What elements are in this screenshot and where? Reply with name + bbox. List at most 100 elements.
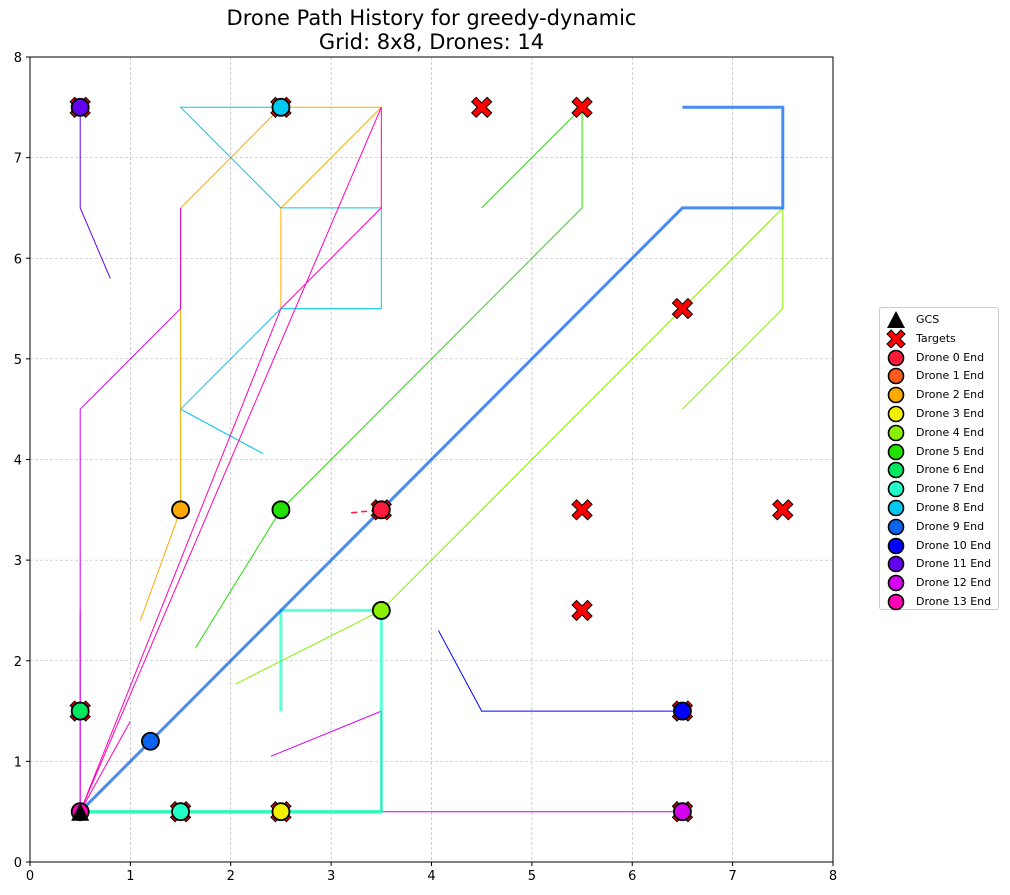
drone-legend-icon [887,386,905,404]
legend-item: Drone 9 End [880,517,998,536]
chart-title-line-1: Drone Path History for greedy-dynamic [226,6,637,30]
target-marker [772,499,794,521]
drone-4-end-marker [371,601,391,620]
legend-label: Drone 10 End [916,538,992,552]
drone-legend-icon [887,499,905,517]
legend-item: Drone 5 End [880,442,998,461]
legend-label: Drone 12 End [916,576,992,590]
legend-label: Drone 0 End [916,350,985,364]
y-tick-label: 5 [14,353,22,368]
drone-legend-icon [887,537,905,554]
y-tick-label: 8 [14,51,22,66]
path-segment [79,720,131,812]
x-tick-label: 5 [528,869,536,884]
y-tick-label: 7 [14,152,22,167]
drone-10-end-marker [673,701,692,721]
target-marker [671,297,694,320]
drone-4-path [235,206,784,685]
drone-7-path [80,608,383,814]
legend-item: Drone 4 End [880,423,998,442]
target-legend-icon [886,329,906,348]
y-tick-label: 0 [14,856,22,871]
drone-8-end-marker [271,97,291,117]
legend-item: Drone 3 End [880,404,998,423]
gcs-marker [71,802,90,821]
drone-0-end-marker [371,500,391,520]
drone-5-path [195,106,583,648]
y-tick-label: 2 [14,655,22,670]
drone-3-end-marker [271,802,291,822]
drone-12-path [79,207,182,812]
legend-label: Drone 6 End [916,463,985,477]
legend-label: Drone 2 End [916,388,985,402]
y-tick-label: 4 [14,454,22,469]
drone-11-end-marker [70,97,90,117]
x-tick-label: 6 [628,869,636,884]
legend-item: Drone 0 End [880,348,998,367]
legend-item: Drone 8 End [880,498,998,517]
legend-label: Drone 4 End [916,425,985,439]
drone-13-path [79,107,382,812]
legend-label: Drone 13 End [916,595,992,608]
x-tick-label: 2 [227,869,235,884]
legend-item: Drone 12 End [880,573,998,592]
legend-item: Drone 1 End [880,366,998,385]
legend-item: Drone 7 End [880,479,998,498]
legend-label: GCS [916,313,940,326]
drone-legend-icon [887,556,905,573]
drone-legend-icon [887,480,905,498]
drone-9-path [79,105,785,813]
legend-item: GCS [880,310,998,329]
drone-legend-icon [887,424,905,442]
legend-label: Drone 8 End [916,501,985,514]
y-tick-label: 3 [14,554,22,569]
target-marker [571,96,593,119]
drone-legend-icon [887,462,905,479]
drone-10-path [438,630,683,712]
x-tick-label: 3 [327,869,335,884]
legend-label: Drone 5 End [916,444,985,458]
drone-legend-icon [887,368,905,385]
legend-label: Drone 1 End [916,369,985,383]
legend-label: Drone 11 End [916,557,992,571]
x-tick-label: 4 [427,869,435,884]
drone-2-end-marker [171,500,190,520]
drone-8-path [179,106,382,454]
drone-legend-icon [887,518,905,536]
legend: GCS Targets Drone 0 End Drone 1 End Drone 2 … [879,307,999,611]
target-marker [571,599,593,622]
target-marker [571,499,593,521]
drone-7-end-marker [171,802,190,822]
legend-item: Drone 11 End [880,554,998,573]
x-tick-label: 8 [829,869,837,884]
legend-item: Drone 10 End [880,536,998,555]
y-tick-label: 6 [14,252,22,267]
drone-11-path [79,107,111,279]
legend-label: Drone 7 End [916,482,985,496]
legend-label: Drone 9 End [916,519,985,533]
x-tick-label: 7 [728,869,736,884]
axis-layer: 0 1 2 3 4 5 6 7 8 0 1 2 3 4 5 6 7 8 [14,51,837,884]
drone-legend-icon [887,443,905,460]
x-tick-label: 0 [26,869,34,884]
gcs-legend-icon [887,311,905,328]
chart-title-line-2: Grid: 8x8, Drones: 14 [318,30,545,54]
legend-item: Targets [880,329,998,348]
legend-label: Drone 3 End [916,407,985,420]
drone-12-end-marker [673,802,692,822]
drone-5-end-marker [271,500,291,520]
target-marker [470,96,493,119]
drone-6-end-marker [70,701,90,721]
marker-layer [69,96,794,823]
drone-legend-icon [887,349,905,366]
y-tick-label: 1 [14,755,22,770]
drone-legend-icon [887,574,905,592]
drone-9-end-marker [141,731,160,751]
legend-item: Drone 6 End [880,460,998,479]
drone-2-path [139,106,383,621]
x-tick-label: 1 [126,869,134,884]
legend-label: Targets [916,331,956,345]
drone-legend-icon [887,405,905,423]
legend-item: Drone 13 End [880,592,998,611]
